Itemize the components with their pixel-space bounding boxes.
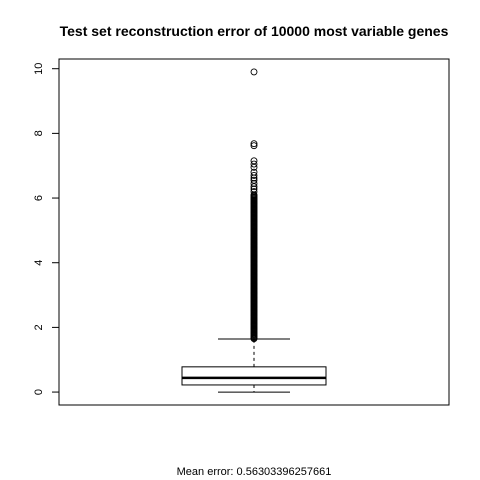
iqr-box — [181, 366, 327, 386]
y-axis: 0 2 4 6 8 10 — [33, 63, 60, 395]
y-tick-label-6: 6 — [33, 195, 45, 201]
outliers-group — [250, 68, 258, 343]
mean-error-footer: Mean error: 0.56303396257661 — [177, 466, 332, 478]
outlier-point — [250, 185, 258, 193]
outlier-point — [250, 171, 258, 179]
y-tick-label-2: 2 — [33, 324, 45, 330]
outlier-point — [250, 163, 258, 171]
outlier-point — [250, 140, 258, 148]
outlier-point — [250, 68, 258, 76]
outlier-point — [250, 160, 258, 168]
outlier-point — [250, 176, 258, 184]
box-group — [181, 338, 327, 393]
y-tick-label-4: 4 — [33, 260, 45, 266]
outlier-point — [250, 142, 258, 150]
y-tick-label-0: 0 — [33, 389, 45, 395]
outlier-point — [250, 180, 258, 187]
outlier-point — [250, 168, 258, 176]
outlier-point — [250, 188, 258, 196]
y-tick-label-8: 8 — [33, 130, 45, 136]
y-tick-label-10: 10 — [33, 63, 45, 75]
outlier-point — [250, 157, 258, 165]
chart-title: Test set reconstruction error of 10000 m… — [60, 23, 449, 39]
outlier-point — [250, 183, 258, 191]
